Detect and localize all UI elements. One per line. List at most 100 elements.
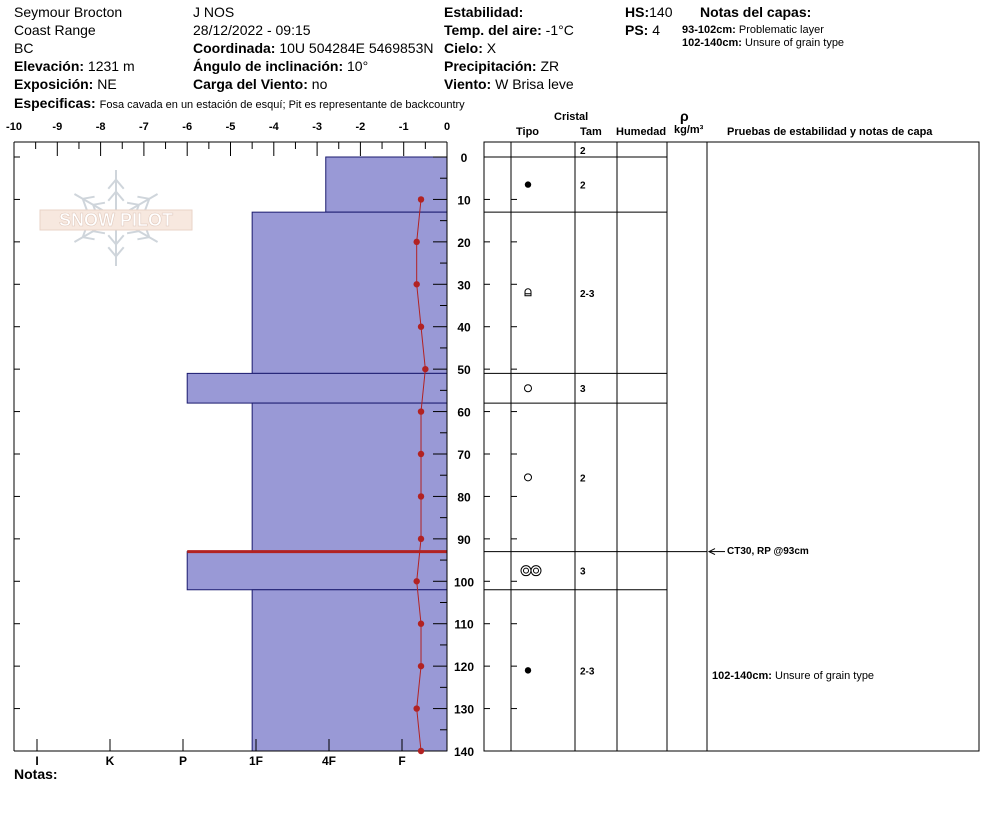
logo-text: SNOW PILOT	[59, 210, 173, 230]
layer-note-text: Problematic layer	[738, 24, 824, 36]
layer-note-text: Unsure of grain type	[745, 37, 845, 49]
ps-label: PS:	[625, 22, 649, 38]
grain-type-melt-cluster-icon	[520, 565, 532, 577]
slope-label: Ángulo de inclinación:	[193, 58, 344, 74]
range-name: Coast Range	[14, 22, 96, 38]
elevation-label: Elevación:	[14, 58, 85, 74]
snowflake-branch	[82, 195, 95, 200]
temperature-point	[417, 196, 425, 203]
hs-label: HS:	[625, 4, 650, 20]
stability-label: Estabilidad:	[444, 4, 524, 20]
wind-load-row: Carga del Viento: no	[193, 76, 327, 92]
temperature-point	[413, 281, 420, 288]
hardness-layer-bar	[325, 156, 448, 213]
snowflake-branch	[126, 201, 140, 206]
layer-note-1: 93-102cm: Problematic layer	[682, 24, 824, 37]
temperature-point	[413, 238, 420, 246]
hardness-layer-bar	[186, 372, 448, 404]
layer-notes-title: Notas del capas:	[700, 4, 812, 20]
grain-type-melt-icon	[524, 473, 532, 482]
snowpilot-logo: SNOW PILOT	[39, 170, 193, 266]
depth-tick-label: 140	[454, 745, 474, 759]
snowflake-branch	[107, 178, 117, 190]
header-density-unit: kg/m³	[674, 124, 704, 136]
grain-type-rounds-icon	[524, 181, 532, 188]
snowflake-branch	[115, 190, 125, 202]
logo-banner	[39, 209, 193, 231]
wind-value: W Brisa leve	[495, 76, 574, 92]
temperature-point	[417, 620, 425, 627]
header-humedad: Humedad	[616, 126, 667, 138]
temp-tick-label: -9	[52, 121, 62, 133]
hardness-tick-label: K	[106, 754, 115, 768]
depth-tick-label: 130	[454, 703, 474, 717]
grain-type-melt-icon	[524, 384, 532, 393]
grain-size-label: 3	[580, 567, 586, 578]
temperature-point	[417, 323, 425, 330]
temp-tick-label: -7	[139, 121, 149, 133]
depth-tick-label: 70	[457, 448, 471, 462]
header-tests: Pruebas de estabilidad y notas de capa	[727, 126, 933, 138]
hs-row: HS:140	[625, 4, 672, 20]
stability-test-arrowhead	[707, 548, 716, 556]
temp-tick-label: -10	[6, 121, 22, 133]
hardness-tick-label: I	[35, 754, 38, 768]
snowflake-branch	[107, 190, 117, 202]
snowflake-branch	[137, 236, 150, 241]
table-layer-note-text: Unsure of grain type	[775, 670, 875, 682]
depth-tick-label: 30	[457, 278, 471, 292]
ps-value: 4	[652, 22, 661, 38]
header-rho: ρ	[680, 108, 689, 124]
stability-row: Estabilidad:	[444, 4, 523, 20]
temp-tick-label: -4	[269, 121, 280, 133]
air-temp-label: Temp. del aire:	[444, 22, 542, 38]
hardness-tick-label: 1F	[249, 754, 263, 768]
coordinate-label: Coordinada:	[193, 40, 276, 56]
snowflake-branch	[115, 178, 125, 190]
snowflake-branch	[107, 246, 117, 258]
temp-tick-label: -1	[399, 121, 409, 133]
grain-type-melt-cluster-icon	[533, 567, 539, 574]
wind-label: Viento:	[444, 76, 492, 92]
snowflake-branch	[115, 234, 125, 246]
depth-tick-label: 0	[461, 151, 468, 165]
depth-tick-label: 10	[457, 193, 471, 207]
precip-label: Precipitación:	[444, 58, 537, 74]
hardness-tick-label: P	[179, 754, 187, 768]
grain-size-label: 3	[580, 384, 586, 395]
header-tipo: Tipo	[516, 126, 540, 138]
coordinate-value: 10U 504284E 5469853N	[279, 40, 434, 56]
depth-tick-label: 60	[457, 406, 471, 420]
temp-tick-label: -2	[356, 121, 366, 133]
grain-size-label: 2	[580, 181, 586, 192]
grain-size-label: 2	[580, 146, 586, 157]
precip-value: ZR	[540, 58, 560, 74]
snowflake-branch	[81, 198, 88, 211]
snowflake-branch	[92, 230, 106, 235]
specifics-value: Fosa cavada en un estación de esquí; Pit…	[99, 99, 465, 111]
temp-tick-label: -8	[96, 121, 106, 133]
snowflake-branch	[82, 236, 95, 241]
aspect-value: NE	[97, 76, 117, 92]
temp-tick-label: -3	[312, 121, 322, 133]
sky-row: Cielo: X	[444, 40, 497, 56]
wind-row: Viento: W Brisa leve	[444, 76, 574, 92]
snowflake-branch	[126, 230, 140, 235]
temperature-profile-line	[416, 199, 426, 752]
slope-row: Ángulo de inclinación: 10°	[193, 58, 368, 74]
header-cristal: Cristal	[554, 111, 589, 123]
region-name: BC	[14, 40, 34, 56]
hardness-tick-label: F	[398, 754, 405, 768]
grain-type-rounds-icon	[524, 667, 532, 674]
snowflake-branch	[92, 201, 106, 206]
grain-type-melt-cluster-icon	[530, 565, 542, 577]
depth-tick-label: 20	[457, 236, 471, 250]
stability-test-note: CT30, RP @93cm	[727, 546, 809, 557]
grain-size-label: 2-3	[580, 666, 595, 677]
temperature-point	[417, 662, 425, 670]
grain-size-label: 2-3	[580, 289, 595, 300]
elevation-row: Elevación: 1231 m	[14, 58, 135, 74]
sky-label: Cielo:	[444, 40, 483, 56]
table-layer-note-range: 102-140cm:	[712, 670, 772, 682]
hardness-layer-bar	[251, 589, 448, 752]
